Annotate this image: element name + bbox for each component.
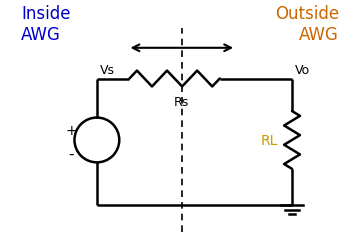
- Text: Vo: Vo: [295, 63, 310, 76]
- Text: Inside
AWG: Inside AWG: [21, 5, 71, 44]
- Text: Vs: Vs: [100, 63, 115, 76]
- Text: Rs: Rs: [174, 96, 189, 108]
- Text: +: +: [65, 123, 77, 137]
- Text: -: -: [68, 147, 73, 162]
- Text: Outside
AWG: Outside AWG: [275, 5, 339, 44]
- Text: RL: RL: [261, 133, 278, 147]
